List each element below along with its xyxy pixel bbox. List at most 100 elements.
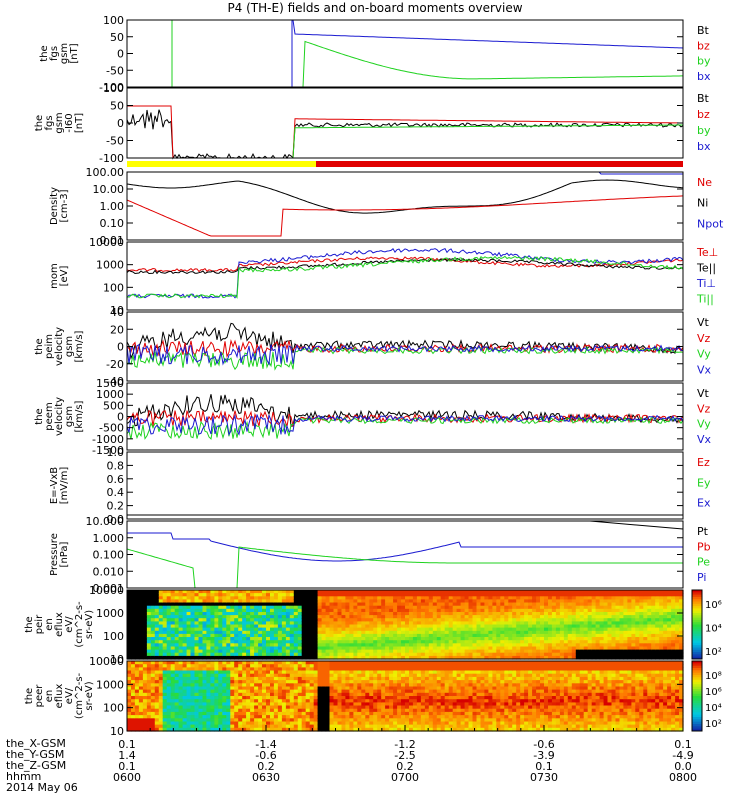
y-tick-label: -50 [106, 135, 124, 148]
colorbar-tick: 10⁸ [705, 671, 722, 682]
y-tick-label: 0.2 [107, 500, 125, 513]
y-tick-label: 1000 [96, 607, 124, 620]
legend-pb: Pb [697, 540, 711, 553]
y-tick-label: 100 [103, 14, 124, 27]
series-ti-perp [127, 249, 683, 298]
series-pi [127, 533, 683, 561]
panel-2: 100500-50-100the fgs gsm -I60 [nT]Btbzbybx [34, 82, 711, 165]
overview-plots: 100500-50-100the fgs gsm [nT]Btbzbybx100500… [0, 0, 750, 800]
panel-frame [127, 452, 683, 519]
y-axis-label: [eV] [59, 266, 70, 287]
legend-pe: Pe [697, 556, 710, 569]
colorbar-tick: 10² [705, 719, 722, 730]
y-axis-label: [nT] [74, 113, 85, 133]
y-tick-label: 40 [110, 306, 124, 319]
legend-ez: Ez [697, 456, 710, 469]
y-tick-label: 20 [110, 323, 124, 336]
y-tick-label: -100 [99, 152, 124, 165]
status-bar-red [316, 161, 683, 167]
status-bar-yellow [127, 161, 316, 167]
series-bz [127, 106, 683, 158]
y-axis-label: [nPa] [59, 541, 70, 567]
y-tick-label: 1.000 [93, 532, 125, 545]
y-tick-label: 10000 [89, 655, 124, 668]
y-tick-label: 10.000 [86, 515, 125, 528]
colorbar-tick: 10⁴ [705, 624, 722, 635]
y-tick-label: 0.10 [100, 217, 125, 230]
legend-ex: Ex [697, 497, 711, 510]
y-tick-label: 1000 [96, 259, 124, 272]
series-ti-par [127, 256, 683, 297]
colorbar-tick: 10² [705, 647, 722, 658]
series-ni [127, 180, 683, 213]
y-tick-label: 50 [110, 100, 124, 113]
legend-te: Te|| [696, 262, 716, 275]
y-tick-label: 100 [103, 630, 124, 643]
legend-vt: Vt [697, 387, 710, 400]
legend-bx: bx [697, 140, 711, 153]
legend-ey: Ey [697, 476, 711, 489]
y-tick-label: 1000 [96, 678, 124, 691]
y-axis-label: [mV/m] [59, 467, 70, 505]
y-tick-label: 100 [103, 82, 124, 95]
y-axis-label: sr-eV) [84, 681, 95, 710]
series-pe [127, 547, 683, 588]
legend-vy: Vy [697, 418, 711, 431]
panel-5: 40200-20-40the peim velocity gsm [km/s]VtVzV… [34, 306, 712, 388]
colorbar-tick: 10⁶ [705, 687, 722, 698]
series-vy [127, 348, 683, 370]
y-axis-label: [nT] [69, 43, 80, 63]
panel-1: 100500-50-100the fgs gsm [nT]Btbzbybx [39, 14, 711, 94]
series-bt [127, 110, 683, 158]
legend-vy: Vy [697, 348, 711, 361]
y-tick-label: 0 [117, 48, 124, 61]
legend-ti: Ti|| [696, 293, 714, 306]
panel-7: 1.00.80.60.40.20.0E=-VxB [mV/m]EzEyEx [49, 446, 711, 526]
x-tick-value-t: 0600 [113, 771, 141, 784]
series-pt [590, 521, 683, 529]
x-tick-value-t: 0700 [391, 771, 419, 784]
legend-bx: bx [697, 70, 711, 83]
legend-vx: Vx [697, 363, 712, 376]
y-tick-label: 0 [117, 117, 124, 130]
y-axis-label: sr-eV) [84, 610, 95, 639]
colorbar-tick: 10⁶ [705, 600, 722, 611]
y-tick-label: -50 [106, 64, 124, 77]
legend-npot: Npot [697, 217, 724, 230]
legend-pi: Pi [697, 571, 706, 584]
colorbar-9: 10⁶ 10⁴ 10² [692, 590, 722, 660]
legend-te: Te⊥ [696, 246, 718, 259]
y-tick-label: 10.00 [93, 183, 125, 196]
legend-ne: Ne [697, 176, 712, 189]
colorbar-tick: 10⁴ [705, 703, 722, 714]
panel-10: 10⁸ 10⁶ 10⁴ 10² 10000 1000 100 10 the peer en eflux… [24, 655, 722, 738]
x-tick-value-t: 0800 [669, 771, 697, 784]
legend-ti: Ti⊥ [696, 277, 716, 290]
y-tick-label: 0.6 [107, 473, 125, 486]
x-tick-value-t: 0630 [252, 771, 280, 784]
series-ne [127, 196, 683, 236]
y-tick-label: 10000 [89, 236, 124, 249]
legend-bt: Bt [697, 24, 710, 37]
y-tick-label: -20 [106, 358, 124, 371]
y-axis-label: [km/s] [74, 330, 85, 362]
y-tick-label: 0.8 [107, 459, 125, 472]
panel-4: 10000 1000 100 10 mom [eV] Te⊥ Te|| Ti⊥ Ti|| [49, 236, 718, 317]
series-bx [127, 20, 683, 48]
legend-by: by [697, 124, 711, 137]
panel-9: 10⁶10⁴10²10000100010010the peir en eflux eV/… [24, 584, 722, 666]
legend-vt: Vt [697, 316, 710, 329]
y-tick-label: 1.00 [100, 200, 125, 213]
y-tick-label: 100.00 [86, 166, 125, 179]
legend-ni: Ni [697, 197, 708, 210]
series-by [127, 42, 683, 88]
y-tick-label: 0.100 [93, 549, 125, 562]
legend-vz: Vz [697, 402, 711, 415]
legend-bt: Bt [697, 92, 710, 105]
panel-3: 100.00 10.00 1.00 0.10 0.01 Density [cm-3] Ne Ni… [49, 166, 724, 247]
y-axis-label: [cm-3] [59, 189, 70, 222]
y-tick-label: 50 [110, 31, 124, 44]
panel-6: 150010005000-500-1000-1500 the peem velocit… [34, 377, 712, 457]
panel-8: 10.000 1.000 0.100 0.010 0.001 Pressure [nPa] P… [49, 515, 711, 595]
y-axis-label: [km/s] [74, 400, 85, 432]
